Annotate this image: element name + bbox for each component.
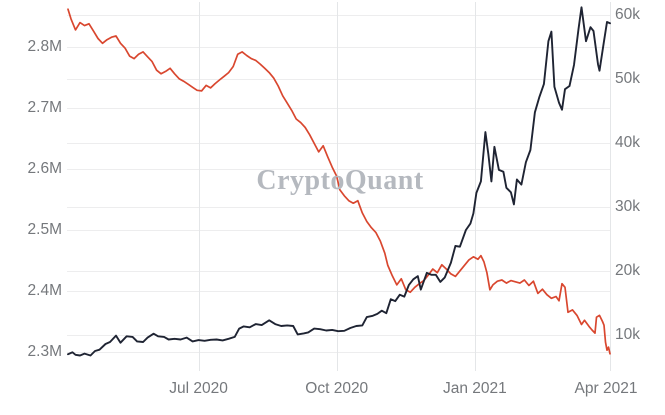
x-axis-tick-jan-2021: Jan 2021	[442, 380, 507, 397]
left-axis-tick-2.4m: 2.4M	[27, 282, 62, 299]
x-axis-tick-apr-2021: Apr 2021	[574, 380, 638, 397]
right-axis-series-dark-line	[67, 6, 611, 357]
x-axis-tick-oct-2020: Oct 2020	[305, 380, 369, 397]
right-axis-tick-40k: 40k	[615, 134, 640, 151]
left-axis-tick-2.7m: 2.7M	[27, 99, 62, 116]
right-axis-tick-20k: 20k	[615, 262, 640, 279]
left-axis-tick-2.8m: 2.8M	[27, 38, 62, 55]
right-axis-tick-50k: 50k	[615, 70, 640, 87]
watermark: CryptoQuant	[256, 165, 424, 196]
left-axis-series-red-line	[67, 8, 611, 355]
right-axis-tick-30k: 30k	[615, 198, 640, 215]
right-axis-tick-60k: 60k	[615, 6, 640, 23]
x-axis-tick-jul-2020: Jul 2020	[169, 380, 228, 397]
left-axis-tick-2.3m: 2.3M	[27, 343, 62, 360]
left-axis-tick-2.6m: 2.6M	[27, 160, 62, 177]
right-axis-tick-10k: 10k	[615, 326, 640, 343]
left-axis-tick-2.5m: 2.5M	[27, 221, 62, 238]
